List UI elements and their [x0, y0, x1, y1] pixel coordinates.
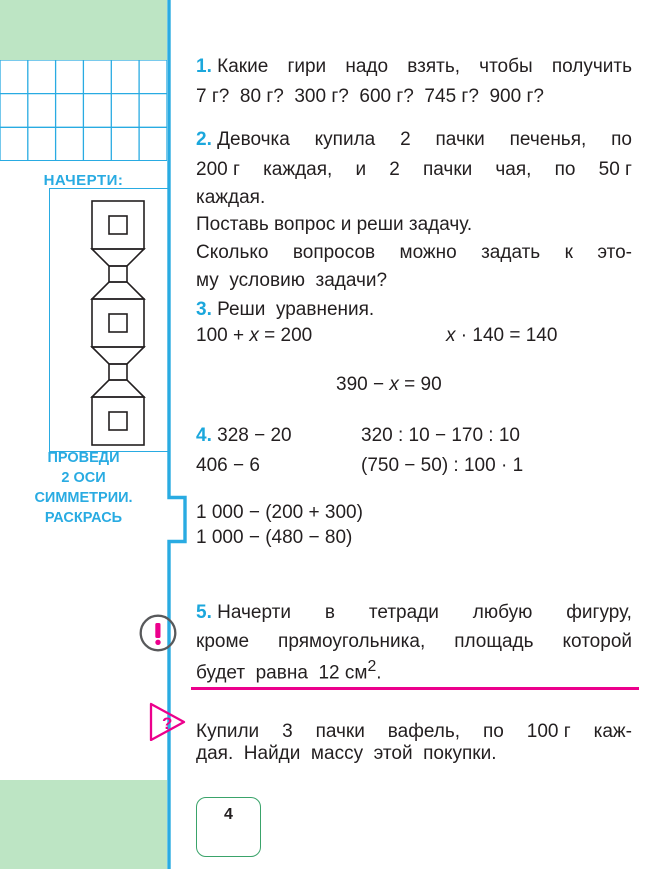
svg-text:?: ? [162, 714, 172, 733]
